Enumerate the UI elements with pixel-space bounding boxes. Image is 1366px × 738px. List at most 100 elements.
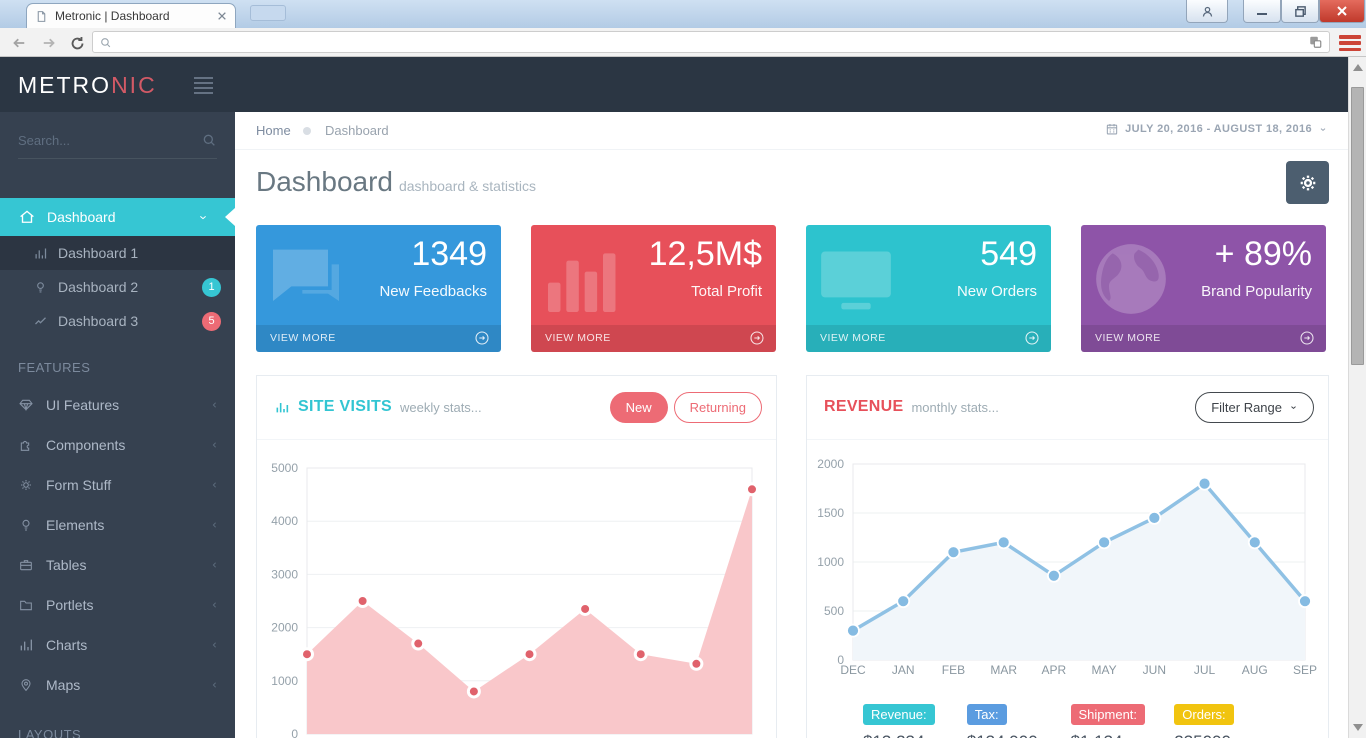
address-bar[interactable] <box>92 31 1330 53</box>
svg-text:MAR: MAR <box>990 663 1017 677</box>
page-head: Dashboard dashboard & statistics <box>235 150 1348 225</box>
sidebar: Dashboard Dashboard 1 Dashboard 2 1 Dash… <box>0 112 235 738</box>
window-close-button[interactable] <box>1319 0 1365 23</box>
sidebar-item-dashboard[interactable]: Dashboard <box>0 198 235 236</box>
page-favicon-icon <box>35 9 48 24</box>
stat-card-total-profit: 12,5M$ Total Profit VIEW MORE <box>531 225 776 352</box>
svg-text:3000: 3000 <box>271 567 298 581</box>
browser-refresh-button[interactable] <box>66 32 88 54</box>
sidebar-item-dashboard-2[interactable]: Dashboard 2 1 <box>0 270 235 304</box>
view-more-link[interactable]: VIEW MORE <box>806 325 1051 352</box>
portlet-title: SITE VISITS <box>298 398 392 415</box>
search-icon[interactable] <box>201 132 217 148</box>
returning-button[interactable]: Returning <box>673 392 762 423</box>
scroll-down-arrow[interactable] <box>1353 724 1363 731</box>
chevron-left-icon <box>210 599 219 611</box>
browser-tab[interactable]: Metronic | Dashboard <box>26 3 236 28</box>
chevron-left-icon <box>210 519 219 531</box>
calendar-icon <box>1105 122 1119 136</box>
svg-text:1000: 1000 <box>271 674 298 688</box>
filter-range-button[interactable]: Filter Range <box>1195 392 1314 423</box>
page-scrollbar[interactable] <box>1348 57 1366 738</box>
revenue-stats: Revenue: $13,234 Tax: $134,900 Shipment:… <box>815 704 1320 738</box>
revenue-stat: Tax: $134,900 <box>966 704 1071 738</box>
chevron-left-icon <box>210 439 219 451</box>
sidebar-item-dashboard-1[interactable]: Dashboard 1 <box>0 236 235 270</box>
sidebar-item-charts[interactable]: Charts <box>0 625 235 665</box>
view-more-link[interactable]: VIEW MORE <box>531 325 776 352</box>
lightbulb-icon <box>18 517 34 533</box>
map-pin-icon <box>18 677 34 693</box>
chevron-down-icon <box>1289 404 1298 411</box>
browser-back-button[interactable] <box>8 32 30 54</box>
tab-close-icon[interactable] <box>217 11 227 21</box>
window-minimize-button[interactable] <box>1243 0 1281 23</box>
sidebar-item-components[interactable]: Components <box>0 425 235 465</box>
sidebar-item-form-stuff[interactable]: Form Stuff <box>0 465 235 505</box>
bar-chart-icon <box>537 235 625 323</box>
stat-card-brand-popularity: + 89% Brand Popularity VIEW MORE <box>1081 225 1326 352</box>
briefcase-icon <box>18 557 34 573</box>
chevron-left-icon <box>210 679 219 691</box>
stat-value: 235090 <box>1174 732 1278 738</box>
stat-label: New Feedbacks <box>379 283 487 300</box>
page-subtitle: dashboard & statistics <box>398 178 536 194</box>
sidebar-item-elements[interactable]: Elements <box>0 505 235 545</box>
portlet-subtitle: monthly stats... <box>911 399 999 415</box>
sidebar-item-portlets[interactable]: Portlets <box>0 585 235 625</box>
chevron-left-icon <box>210 559 219 571</box>
new-tab-button[interactable] <box>250 5 286 21</box>
chevron-left-icon <box>210 399 219 411</box>
svg-text:APR: APR <box>1042 663 1067 677</box>
folder-icon <box>18 597 34 613</box>
portlet-subtitle: weekly stats... <box>400 399 482 415</box>
address-input[interactable] <box>118 35 1302 49</box>
stat-card-new-orders: 549 New Orders VIEW MORE <box>806 225 1051 352</box>
gear-icon <box>1297 172 1319 194</box>
revenue-stat: Shipment: $1,134 <box>1070 704 1175 738</box>
sidebar-search[interactable] <box>18 132 217 159</box>
sidebar-item-tables[interactable]: Tables <box>0 545 235 585</box>
svg-text:5000: 5000 <box>271 461 298 475</box>
status-badge: Revenue: <box>863 704 935 725</box>
svg-text:JUL: JUL <box>1194 663 1216 677</box>
browser-forward-button[interactable] <box>38 32 60 54</box>
sidebar-item-maps[interactable]: Maps <box>0 665 235 705</box>
bar-chart-icon <box>18 637 34 653</box>
status-badge: Orders: <box>1174 704 1234 725</box>
scroll-up-arrow[interactable] <box>1353 64 1363 71</box>
address-bar-action-icon[interactable] <box>1308 35 1323 49</box>
lightbulb-icon <box>33 280 48 295</box>
stat-value: + 89% <box>1214 235 1312 273</box>
svg-text:JUN: JUN <box>1143 663 1166 677</box>
revenue-stat: Revenue: $13,234 <box>863 704 967 738</box>
revenue-portlet: REVENUE monthly stats... Filter Range 0 5… <box>806 375 1329 738</box>
sidebar-toggle-icon[interactable] <box>194 77 213 97</box>
new-button[interactable]: New <box>609 392 668 423</box>
window-restore-button[interactable] <box>1281 0 1319 23</box>
dashboard-3-badge: 5 <box>202 311 221 331</box>
page-settings-button[interactable] <box>1286 161 1329 204</box>
monitor-icon <box>812 235 900 323</box>
arrow-circle-icon <box>1024 330 1040 346</box>
sidebar-item-dashboard-3[interactable]: Dashboard 3 5 <box>0 304 235 338</box>
view-more-link[interactable]: VIEW MORE <box>1081 325 1326 352</box>
sidebar-item-ui-features[interactable]: UI Features <box>0 385 235 425</box>
breadcrumb-home-link[interactable]: Home <box>256 123 291 138</box>
svg-text:4000: 4000 <box>271 514 298 528</box>
revenue-chart: 0 500 1000 1500 2000 DEC JAN FEB MAR APR MAY JUN JUL… <box>817 457 1317 677</box>
stat-value: $134,900 <box>967 732 1071 738</box>
app-logo[interactable]: METRONIC <box>18 72 157 98</box>
svg-text:FEB: FEB <box>942 663 965 677</box>
view-more-link[interactable]: VIEW MORE <box>256 325 501 352</box>
revenue-stat: Orders: 235090 <box>1174 704 1278 738</box>
site-visits-chart: 0 1000 2000 3000 4000 5000 <box>271 461 759 738</box>
svg-text:MAY: MAY <box>1092 663 1117 677</box>
browser-profile-button[interactable] <box>1186 0 1228 23</box>
stat-value: 1349 <box>411 235 487 273</box>
browser-menu-icon[interactable] <box>1339 35 1361 51</box>
sidebar-search-input[interactable] <box>18 132 201 148</box>
date-range-picker[interactable]: JULY 20, 2016 - AUGUST 18, 2016 <box>1105 122 1328 136</box>
tab-title: Metronic | Dashboard <box>55 9 170 23</box>
scrollbar-thumb[interactable] <box>1351 87 1364 365</box>
